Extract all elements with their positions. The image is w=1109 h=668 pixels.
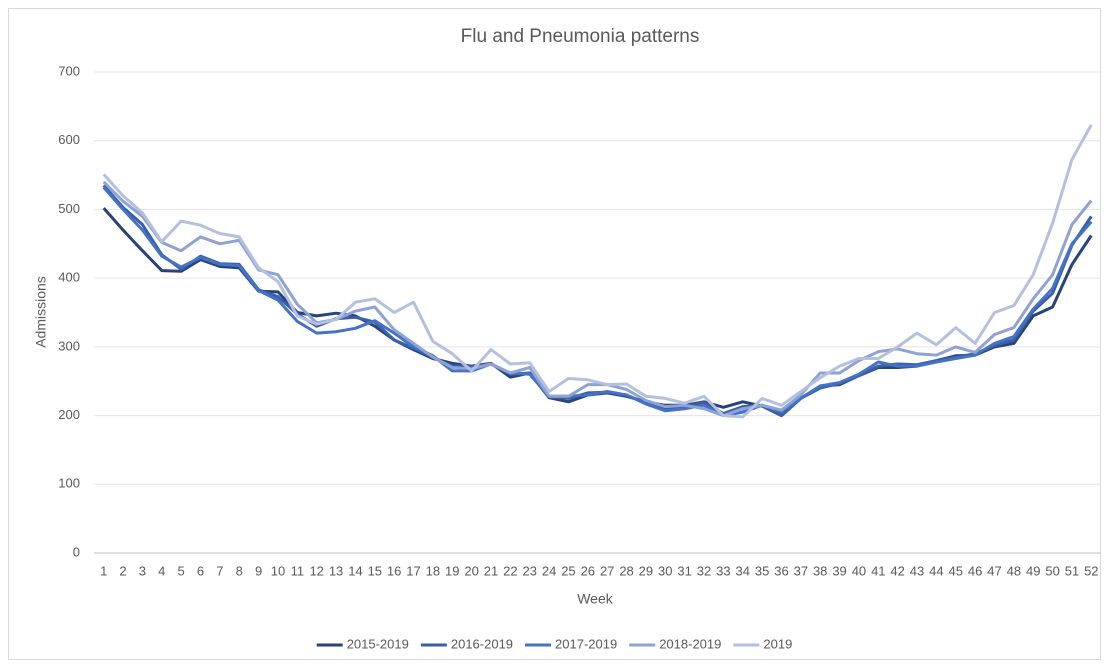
x-tick-label: 23 — [522, 563, 536, 578]
y-tick-label: 200 — [58, 407, 80, 422]
series-line — [102, 180, 1093, 418]
x-tick-label: 38 — [813, 563, 827, 578]
chart-border — [8, 8, 1101, 660]
y-tick-label: 700 — [58, 63, 80, 78]
y-tick-label: 300 — [58, 338, 80, 353]
x-tick-label: 29 — [639, 563, 653, 578]
x-tick-label: 4 — [158, 563, 165, 578]
x-tick-label: 35 — [755, 563, 769, 578]
x-tick-label: 52 — [1084, 563, 1098, 578]
x-tick-label: 24 — [542, 563, 556, 578]
x-tick-label: 51 — [1065, 563, 1079, 578]
x-tick-label: 21 — [484, 563, 498, 578]
x-tick-label: 16 — [387, 563, 401, 578]
x-tick-label: 27 — [600, 563, 614, 578]
x-tick-label: 44 — [929, 563, 943, 578]
legend-label: 2019 — [763, 636, 792, 651]
y-tick-label: 600 — [58, 132, 80, 147]
x-tick-label: 41 — [871, 563, 885, 578]
x-tick-label: 2 — [119, 563, 126, 578]
x-tick-label: 39 — [832, 563, 846, 578]
y-axis-title: Admissions — [33, 276, 49, 348]
x-tick-label: 28 — [619, 563, 633, 578]
legend-label: 2015-2019 — [347, 636, 409, 651]
x-tick-label: 36 — [774, 563, 788, 578]
x-tick-label: 13 — [329, 563, 343, 578]
x-tick-label: 32 — [697, 563, 711, 578]
x-tick-label: 22 — [503, 563, 517, 578]
legend-label: 2018-2019 — [659, 636, 721, 651]
legend-label: 2016-2019 — [451, 636, 513, 651]
x-tick-label: 49 — [1026, 563, 1040, 578]
x-tick-label: 8 — [236, 563, 243, 578]
x-tick-label: 47 — [987, 563, 1001, 578]
chart-title: Flu and Pneumonia patterns — [461, 26, 700, 47]
x-tick-label: 7 — [216, 563, 223, 578]
x-tick-label: 19 — [445, 563, 459, 578]
x-tick-label: 31 — [677, 563, 691, 578]
x-tick-label: 40 — [852, 563, 866, 578]
x-tick-label: 15 — [368, 563, 382, 578]
x-tick-label: 9 — [255, 563, 262, 578]
x-tick-label: 46 — [968, 563, 982, 578]
series-line — [102, 186, 1093, 418]
x-tick-label: 33 — [716, 563, 730, 578]
x-tick-label: 1 — [100, 563, 107, 578]
x-tick-label: 10 — [271, 563, 285, 578]
x-tick-label: 50 — [1045, 563, 1059, 578]
legend-label: 2017-2019 — [555, 636, 617, 651]
x-tick-label: 45 — [949, 563, 963, 578]
y-tick-label: 400 — [58, 270, 80, 285]
x-tick-label: 48 — [1007, 563, 1021, 578]
x-tick-label: 12 — [309, 563, 323, 578]
x-tick-label: 17 — [406, 563, 420, 578]
y-tick-label: 0 — [73, 544, 80, 559]
x-tick-label: 11 — [291, 563, 305, 578]
x-tick-label: 20 — [464, 563, 478, 578]
y-tick-label: 100 — [58, 476, 80, 491]
x-tick-label: 34 — [736, 563, 750, 578]
series-line — [102, 124, 1093, 419]
x-tick-label: 6 — [197, 563, 204, 578]
x-tick-label: 30 — [658, 563, 672, 578]
x-tick-label: 43 — [910, 563, 924, 578]
x-tick-label: 5 — [178, 563, 185, 578]
x-tick-label: 26 — [581, 563, 595, 578]
x-tick-label: 18 — [426, 563, 440, 578]
x-tick-label: 37 — [794, 563, 808, 578]
x-tick-label: 14 — [348, 563, 362, 578]
x-tick-label: 42 — [890, 563, 904, 578]
x-tick-label: 3 — [139, 563, 146, 578]
y-tick-label: 500 — [58, 201, 80, 216]
x-tick-label: 25 — [561, 563, 575, 578]
x-axis-title: Week — [577, 591, 614, 607]
